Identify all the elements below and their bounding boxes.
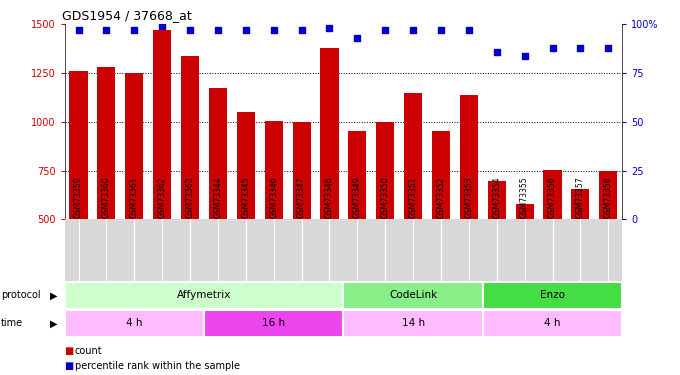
Bar [181, 56, 199, 317]
Point [212, 27, 223, 33]
Point [241, 27, 252, 33]
Bar [343, 282, 483, 309]
Bar [153, 30, 171, 317]
Text: 4 h: 4 h [544, 318, 561, 328]
Bar [376, 122, 394, 317]
Bar [237, 112, 255, 317]
Point [379, 27, 390, 33]
Point [73, 27, 84, 33]
Text: time: time [1, 318, 23, 328]
Bar [599, 171, 617, 317]
Text: CodeLink: CodeLink [389, 290, 437, 300]
Bar [292, 122, 311, 317]
Bar [348, 130, 367, 317]
Point [602, 45, 613, 51]
Bar [65, 282, 343, 309]
Point [547, 45, 558, 51]
Bar [543, 170, 562, 317]
Text: ■: ■ [65, 361, 77, 371]
Bar [343, 310, 483, 337]
Point [324, 25, 335, 31]
Point [352, 35, 363, 41]
Bar [209, 88, 227, 317]
Point [435, 27, 446, 33]
Point [575, 45, 586, 51]
Point [156, 23, 168, 29]
Bar [432, 130, 450, 317]
Bar [460, 94, 478, 317]
Bar [65, 310, 204, 337]
Bar [125, 73, 143, 317]
Text: 14 h: 14 h [401, 318, 425, 328]
Text: ▶: ▶ [50, 318, 58, 328]
Point [491, 49, 502, 55]
Bar [483, 310, 622, 337]
Bar [320, 48, 339, 317]
Bar [404, 93, 422, 317]
Text: Affymetrix: Affymetrix [177, 290, 231, 300]
Bar [97, 67, 116, 317]
Point [520, 53, 530, 58]
Text: ▶: ▶ [50, 290, 58, 300]
Text: GDS1954 / 37668_at: GDS1954 / 37668_at [62, 9, 192, 22]
Text: percentile rank within the sample: percentile rank within the sample [75, 361, 240, 371]
Bar [204, 310, 343, 337]
Text: Enzo: Enzo [540, 290, 565, 300]
Bar [483, 282, 622, 309]
Point [408, 27, 419, 33]
Bar [515, 204, 534, 317]
Text: 4 h: 4 h [126, 318, 143, 328]
Bar [265, 121, 283, 317]
Point [129, 27, 140, 33]
Point [185, 27, 196, 33]
Point [269, 27, 279, 33]
Bar [488, 182, 506, 317]
Point [464, 27, 475, 33]
Point [296, 27, 307, 33]
Text: 16 h: 16 h [262, 318, 286, 328]
Bar [69, 71, 88, 317]
Point [101, 27, 112, 33]
Text: count: count [75, 346, 103, 356]
Bar [571, 189, 590, 317]
Text: protocol: protocol [1, 290, 40, 300]
Text: ■: ■ [65, 346, 77, 356]
